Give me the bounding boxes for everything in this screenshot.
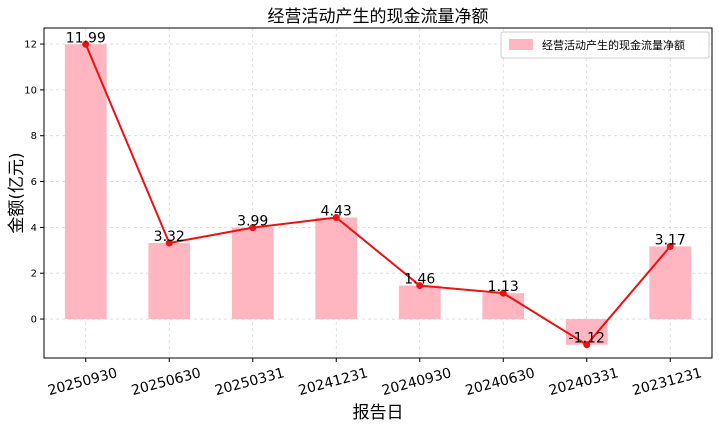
- bar: [148, 242, 191, 320]
- legend-box: [500, 31, 710, 59]
- x-tick-label: 20250930: [46, 365, 119, 399]
- data-label: 3.99: [237, 214, 268, 230]
- bar: [64, 44, 107, 320]
- x-tick-label: 20241231: [297, 365, 370, 399]
- data-point: [165, 239, 173, 247]
- legend: 经营活动产生的现金流量净额: [500, 31, 710, 59]
- legend-label: 经营活动产生的现金流量净额: [542, 38, 685, 52]
- x-tick-label: 20240930: [380, 365, 453, 399]
- data-label: 11.99: [66, 30, 106, 46]
- gridlines: [44, 28, 712, 358]
- y-tick-label: 6: [31, 177, 37, 188]
- data-point: [499, 289, 507, 297]
- bar: [231, 227, 274, 320]
- data-point: [249, 224, 257, 232]
- chart-title: 经营活动产生的现金流量净额: [268, 7, 489, 27]
- data-point: [332, 214, 340, 222]
- y-tick-label: 8: [31, 131, 37, 142]
- bar: [565, 319, 608, 345]
- data-point: [416, 282, 424, 290]
- data-label: 1.46: [404, 272, 435, 288]
- x-axis-ticks: 20250930 20250630 20250331 20241231 20240930…: [46, 358, 704, 399]
- y-tick-label: 0: [31, 315, 37, 326]
- data-label: -1.12: [569, 331, 605, 347]
- legend-swatch: [509, 39, 533, 50]
- y-tick-label: 2: [31, 269, 37, 280]
- x-tick-label: 20240630: [464, 365, 537, 399]
- y-tick-label: 4: [31, 223, 37, 234]
- data-point: [666, 242, 674, 250]
- series-line-path: [84, 43, 672, 347]
- bar: [482, 293, 525, 320]
- y-axis-label: 金额(亿元): [7, 152, 27, 233]
- bars: [64, 44, 692, 345]
- series-points: [82, 40, 674, 349]
- plot-area-frame: [43, 27, 713, 359]
- bar: [398, 285, 441, 320]
- series-line: [84, 43, 672, 347]
- data-label: 3.32: [154, 229, 185, 245]
- bar: [315, 217, 358, 320]
- x-axis-label: 报告日: [353, 403, 404, 423]
- y-tick-label: 12: [24, 40, 37, 51]
- x-tick-label: 20250630: [130, 365, 203, 399]
- x-tick-label: 20250331: [213, 365, 286, 399]
- data-label: 4.43: [321, 204, 352, 220]
- y-tick-label: 10: [24, 85, 37, 96]
- data-point: [82, 40, 90, 48]
- bar: [649, 246, 692, 320]
- data-labels: 11.99 3.32 3.99 4.43 1.46 1.13 -1.12 3.17: [66, 30, 686, 346]
- x-tick-label: 20231231: [631, 365, 704, 399]
- data-label: 3.17: [655, 232, 686, 248]
- data-label: 1.13: [488, 279, 519, 295]
- data-point: [583, 341, 591, 349]
- y-axis-ticks: 0 2 4 6 8 10 12: [24, 40, 44, 326]
- x-tick-label: 20240331: [547, 365, 620, 399]
